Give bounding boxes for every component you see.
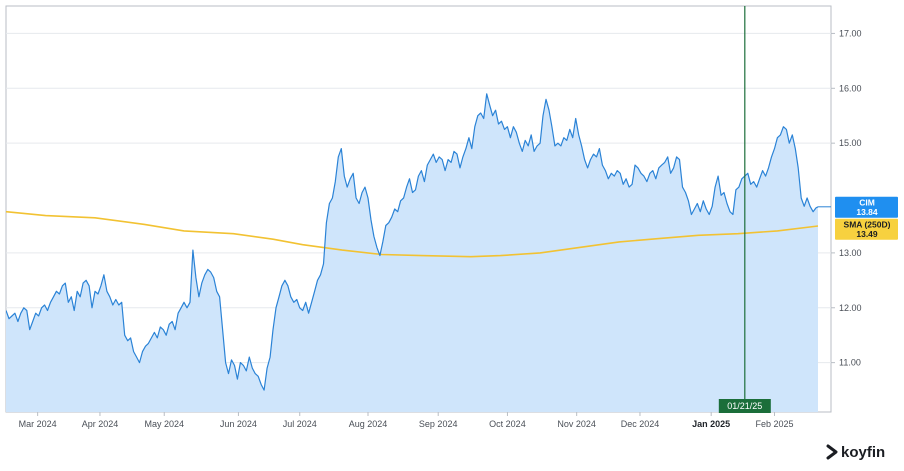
crosshair-date-label: 01/21/25 xyxy=(727,401,762,411)
sma-line xyxy=(6,210,819,258)
area-layer xyxy=(6,93,818,412)
y-tick-label: 13.00 xyxy=(839,248,862,258)
sma-tag xyxy=(835,218,898,240)
x-axis: Mar 2024 Apr 2024 May 2024 Jun 2024 Jul 2024… xyxy=(19,412,793,429)
koyfin-chevron-icon xyxy=(826,444,838,460)
price-tag-label: CIM xyxy=(859,197,875,207)
crosshair-layer: 01/21/25 xyxy=(718,6,771,413)
y-axis: 17.00 16.00 15.00 13.00 12.00 11.00 xyxy=(831,28,862,368)
koyfin-logo: koyfin xyxy=(826,444,885,461)
y-tick-label: 12.00 xyxy=(839,303,862,313)
crosshair-date-tag xyxy=(718,399,771,413)
x-tick-label: Jul 2024 xyxy=(283,419,317,429)
koyfin-logo-text: koyfin xyxy=(841,444,885,461)
x-tick-label: Sep 2024 xyxy=(419,419,458,429)
y-tick-label: 16.00 xyxy=(839,83,862,93)
y-tick-label: 17.00 xyxy=(839,28,862,38)
price-tag xyxy=(835,196,898,218)
price-line xyxy=(6,93,819,391)
x-tick-label: Aug 2024 xyxy=(349,419,388,429)
x-tick-label: Dec 2024 xyxy=(621,419,660,429)
y-tick-label: 11.00 xyxy=(839,358,861,368)
x-tick-label: Mar 2024 xyxy=(19,419,57,429)
x-tick-label: Jun 2024 xyxy=(220,419,257,429)
price-tag-value: 13.84 xyxy=(856,207,878,217)
x-tick-label: Oct 2024 xyxy=(489,419,526,429)
x-tick-label: Apr 2024 xyxy=(82,419,119,429)
line-layer xyxy=(6,93,831,391)
sma-tag-label: SMA (250D) xyxy=(844,219,891,229)
x-tick-label: May 2024 xyxy=(144,419,184,429)
price-area xyxy=(6,93,818,412)
x-tick-label: Jan 2025 xyxy=(692,419,730,429)
y-tick-label: 15.00 xyxy=(839,138,862,148)
x-tick-label: Feb 2025 xyxy=(755,419,793,429)
sma-tag-value: 13.49 xyxy=(856,229,878,239)
x-tick-label: Nov 2024 xyxy=(557,419,596,429)
